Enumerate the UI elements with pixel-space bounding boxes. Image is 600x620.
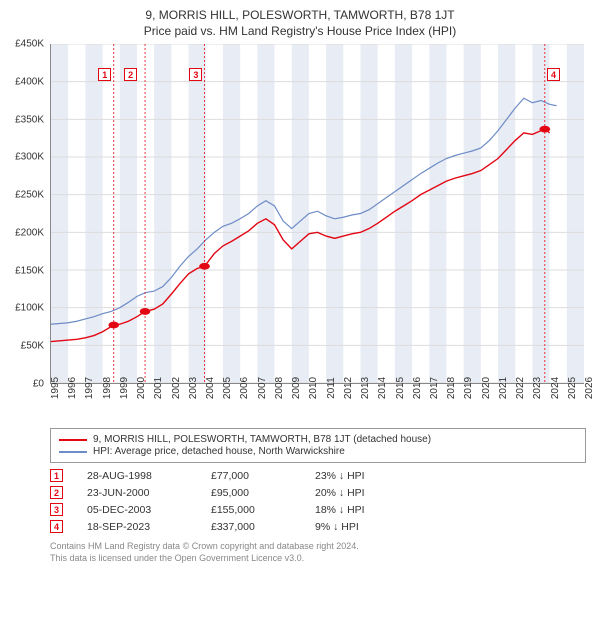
transaction-price: £337,000	[211, 521, 291, 533]
transaction-date: 05-DEC-2003	[87, 504, 187, 516]
footer-line2: This data is licensed under the Open Gov…	[50, 553, 586, 565]
legend: 9, MORRIS HILL, POLESWORTH, TAMWORTH, B7…	[50, 428, 586, 463]
chart-title-block: 9, MORRIS HILL, POLESWORTH, TAMWORTH, B7…	[8, 8, 592, 38]
plot-svg	[51, 44, 584, 383]
transaction-date: 23-JUN-2000	[87, 487, 187, 499]
y-tick-label: £450K	[15, 39, 44, 50]
chart-area: £0 £50K £100K £150K £200K £250K £300K £350K £400…	[8, 44, 592, 424]
legend-swatch-red	[59, 439, 87, 441]
transaction-price: £155,000	[211, 504, 291, 516]
transaction-delta: 18% ↓ HPI	[315, 504, 405, 516]
footer-attribution: Contains HM Land Registry data © Crown c…	[50, 541, 586, 564]
y-tick-label: £400K	[15, 76, 44, 87]
transaction-marker: 3	[50, 503, 63, 516]
legend-row: HPI: Average price, detached house, Nort…	[59, 446, 577, 457]
y-tick-label: £300K	[15, 152, 44, 163]
transaction-delta: 23% ↓ HPI	[315, 470, 405, 482]
transaction-delta: 20% ↓ HPI	[315, 487, 405, 499]
chart-title-address: 9, MORRIS HILL, POLESWORTH, TAMWORTH, B7…	[8, 8, 592, 22]
legend-label-red: 9, MORRIS HILL, POLESWORTH, TAMWORTH, B7…	[93, 434, 431, 445]
footer-line1: Contains HM Land Registry data © Crown c…	[50, 541, 586, 553]
chart-marker-4: 4	[547, 68, 560, 81]
transaction-date: 18-SEP-2023	[87, 521, 187, 533]
legend-row: 9, MORRIS HILL, POLESWORTH, TAMWORTH, B7…	[59, 434, 577, 445]
chart-marker-1: 1	[98, 68, 111, 81]
transaction-row: 4 18-SEP-2023 £337,000 9% ↓ HPI	[50, 520, 586, 533]
x-tick-label: 2026	[584, 377, 600, 399]
transaction-row: 1 28-AUG-1998 £77,000 23% ↓ HPI	[50, 469, 586, 482]
transaction-price: £95,000	[211, 487, 291, 499]
y-tick-label: £350K	[15, 114, 44, 125]
y-tick-label: £50K	[21, 341, 44, 352]
transaction-delta: 9% ↓ HPI	[315, 521, 405, 533]
y-tick-label: £150K	[15, 265, 44, 276]
x-axis-labels: 1995199619971998199920002001200220032004…	[50, 384, 584, 424]
chart-title-subtitle: Price paid vs. HM Land Registry's House …	[8, 24, 592, 38]
legend-swatch-blue	[59, 451, 87, 453]
plot-area: 12 3 4	[50, 44, 584, 384]
transaction-price: £77,000	[211, 470, 291, 482]
y-tick-label: £100K	[15, 303, 44, 314]
chart-marker-2: 2	[124, 68, 137, 81]
transaction-row: 3 05-DEC-2003 £155,000 18% ↓ HPI	[50, 503, 586, 516]
chart-marker-3: 3	[189, 68, 202, 81]
transaction-date: 28-AUG-1998	[87, 470, 187, 482]
transactions-table: 1 28-AUG-1998 £77,000 23% ↓ HPI 2 23-JUN-2000…	[50, 469, 586, 533]
transaction-row: 2 23-JUN-2000 £95,000 20% ↓ HPI	[50, 486, 586, 499]
transaction-marker: 4	[50, 520, 63, 533]
y-tick-label: £0	[33, 379, 44, 390]
legend-label-blue: HPI: Average price, detached house, Nort…	[93, 446, 345, 457]
transaction-marker: 1	[50, 469, 63, 482]
y-tick-label: £200K	[15, 227, 44, 238]
y-tick-label: £250K	[15, 190, 44, 201]
transaction-marker: 2	[50, 486, 63, 499]
y-axis-labels: £0£50K£100K£150K£200K£250K£300K£350K£400…	[8, 44, 48, 384]
